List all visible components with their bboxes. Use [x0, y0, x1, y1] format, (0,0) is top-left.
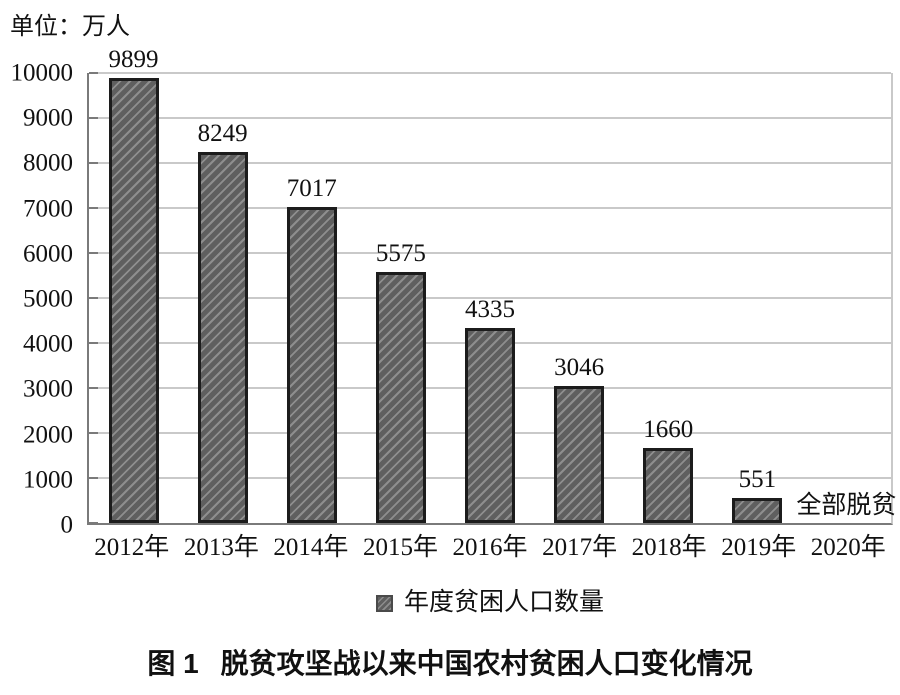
y-axis-unit-label: 单位：万人 [10, 14, 130, 40]
bar-value-label-2019年: 551 [738, 466, 777, 494]
legend: 年度贫困人口数量 [87, 588, 893, 618]
x-axis-tick-label-2014年: 2014年 [273, 534, 349, 561]
y-axis-tick-label-3000: 3000 [23, 375, 73, 403]
gridline-10000 [89, 72, 891, 74]
bar-2014年 [286, 207, 337, 523]
plot-area: 9899 8249 7017 5575 4335 3046 1660 551 全部脱贫 [87, 47, 896, 525]
bar-value-label-2016年: 4335 [464, 295, 515, 323]
bar-slot-2014年: 7017 [267, 73, 356, 523]
bar-2013年 [197, 151, 248, 523]
gridline-8000 [89, 162, 891, 164]
y-axis-tick-label-1000: 1000 [23, 466, 73, 494]
bar-slot-2012年: 9899 [89, 47, 178, 523]
x-axis-tick-label-2019年: 2019年 [721, 534, 797, 561]
bar-value-label-2013年: 8249 [197, 119, 248, 147]
figure-number: 图 1 [147, 648, 199, 679]
gridline-7000 [89, 207, 891, 209]
figure-title: 脱贫攻坚战以来中国农村贫困人口变化情况 [220, 648, 753, 679]
legend-label: 年度贫困人口数量 [403, 589, 604, 616]
y-axis-tick-label-6000: 6000 [23, 240, 73, 268]
x-axis-tick-label-2012年: 2012年 [94, 534, 170, 561]
y-axis-tick-label-8000: 8000 [23, 149, 73, 177]
y-tick-0 [89, 522, 98, 524]
bar-slot-2017年: 3046 [535, 73, 624, 523]
gridline-5000 [89, 297, 891, 299]
x-axis-tick-label-2018年: 2018年 [631, 534, 707, 561]
bar-slot-2018年: 1660 [624, 73, 713, 523]
x-axis-tick-label-2016年: 2016年 [452, 534, 528, 561]
bar-slot-2013年: 8249 [178, 73, 267, 523]
bar-2015年 [375, 272, 426, 523]
y-tick-5000 [89, 297, 98, 299]
y-axis-tick-label-4000: 4000 [23, 330, 73, 358]
y-axis-tick-label-0: 0 [60, 511, 74, 539]
y-axis-tick-label-7000: 7000 [23, 195, 73, 223]
bar-slot-2020年: 全部脱贫 [796, 73, 896, 523]
x-axis-tick-label-2013年: 2013年 [183, 534, 259, 561]
y-axis-tick-label-5000: 5000 [23, 285, 73, 313]
y-tick-3000 [89, 387, 98, 389]
gridline-9000 [89, 117, 891, 119]
legend-swatch-hatched-icon [375, 594, 393, 612]
bar-value-label-2015年: 5575 [375, 240, 426, 268]
y-axis-labels: 0 1000 2000 3000 4000 5000 6000 7000 8000 9000 100… [0, 61, 80, 538]
y-tick-10000 [89, 72, 98, 74]
bar-slot-2019年: 551 [713, 73, 802, 523]
bar-value-label-2012年: 9899 [108, 45, 159, 73]
bar-2019年 [732, 498, 783, 523]
bar-slot-2015年: 5575 [356, 73, 445, 523]
bar-series: 9899 8249 7017 5575 4335 3046 1660 551 全部脱贫 [89, 47, 896, 523]
figure-caption: 图 1 脱贫攻坚战以来中国农村贫困人口变化情况 [0, 647, 900, 681]
gridline-6000 [89, 252, 891, 254]
bar-value-label-2018年: 1660 [643, 416, 694, 444]
y-tick-1000 [89, 477, 98, 479]
bar-value-label-2014年: 7017 [286, 175, 337, 203]
y-axis-tick-label-9000: 9000 [23, 104, 73, 132]
y-tick-8000 [89, 162, 98, 164]
y-axis-tick-label-2000: 2000 [23, 421, 73, 449]
bar-value-label-2017年: 3046 [554, 353, 605, 381]
y-tick-9000 [89, 117, 98, 119]
x-axis-tick-label-2020年: 2020年 [810, 534, 886, 561]
y-axis-tick-label-10000: 10000 [10, 59, 74, 87]
y-tick-2000 [89, 432, 98, 434]
y-tick-7000 [89, 207, 98, 209]
bar-2016年 [464, 327, 515, 523]
bar-2017年 [554, 385, 605, 523]
bar-2018年 [643, 448, 694, 523]
x-axis-tick-label-2015年: 2015年 [362, 534, 438, 561]
bar-2012年 [108, 77, 159, 523]
bar-slot-2016年: 4335 [445, 73, 534, 523]
y-tick-6000 [89, 252, 98, 254]
y-tick-4000 [89, 342, 98, 344]
annotation-2020年: 全部脱贫 [796, 492, 897, 520]
x-axis-tick-label-2017年: 2017年 [542, 534, 618, 561]
x-axis-labels: 2012年 2013年 2014年 2015年 2016年 2017年 2018年 2019年… [87, 533, 893, 563]
